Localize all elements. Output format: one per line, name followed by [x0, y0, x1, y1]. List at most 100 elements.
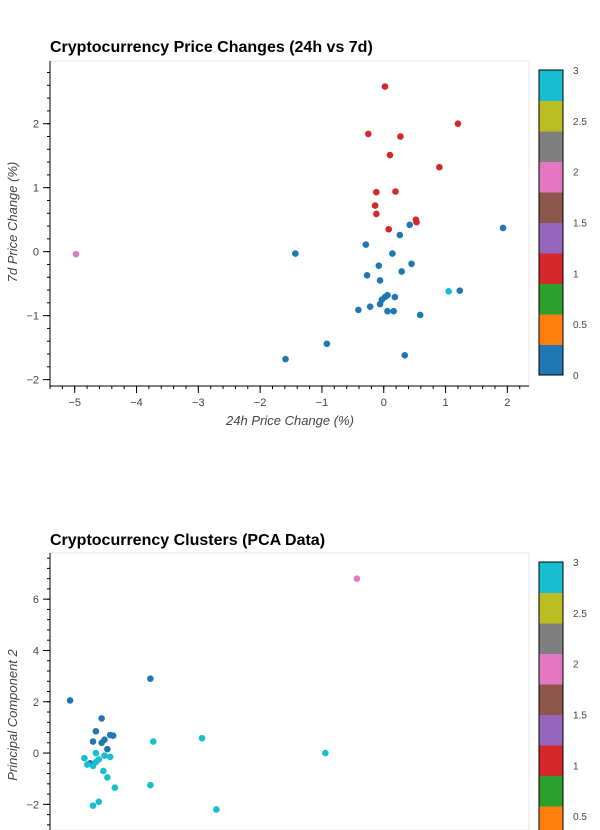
data-point — [391, 293, 399, 301]
chart-1-colorbar: 0 0.5 1 1.5 2 2.5 3 — [538, 66, 587, 382]
colorbar-segment — [539, 684, 563, 715]
plot-frame — [49, 552, 530, 830]
chart-2-title: Cryptocurrency Clusters (PCA Data) — [50, 532, 325, 549]
data-point — [92, 727, 100, 735]
data-point — [386, 151, 394, 159]
chart-2-colorbar: 0.5 1 1.5 2 2.5 3 — [538, 558, 587, 830]
colorbar-segment — [539, 314, 563, 345]
data-point — [375, 262, 383, 270]
colorbar-tick-label: 2.5 — [573, 117, 587, 128]
colorbar-tick-label: 2 — [573, 168, 579, 179]
chart-2-y-axis-label: Principal Component 2 — [5, 648, 20, 780]
data-point — [456, 287, 464, 294]
data-point — [111, 784, 119, 791]
plot-frame — [49, 60, 530, 387]
colorbar-tick-label: 1.5 — [573, 219, 587, 230]
data-point — [445, 288, 452, 295]
data-point — [436, 163, 443, 171]
x-tick-label: −4 — [130, 397, 143, 409]
chart-1-title: Cryptocurrency Price Changes (24h vs 7d) — [50, 39, 373, 56]
colorbar-segment — [539, 592, 563, 624]
data-point — [381, 83, 389, 90]
x-tick-label: 1 — [442, 397, 448, 409]
data-point — [384, 291, 391, 299]
data-point — [454, 120, 462, 127]
data-point — [92, 758, 100, 766]
y-tick-label: −2 — [26, 375, 39, 387]
colorbar-segment — [539, 131, 563, 162]
colorbar-tick-label: 0 — [573, 371, 579, 382]
data-point — [355, 306, 362, 314]
data-point — [104, 745, 111, 753]
data-point — [198, 734, 206, 742]
colorbar-frame — [538, 561, 564, 830]
y-tick-label: 2 — [33, 119, 39, 131]
data-point — [390, 307, 397, 315]
x-tick-label: 2 — [504, 397, 510, 409]
colorbar-segment — [539, 253, 563, 284]
chart-1-x-axis-label: 24h Price Change (%) — [225, 413, 354, 428]
data-point — [362, 241, 370, 248]
data-point — [353, 575, 361, 582]
colorbar-tick-label: 1 — [573, 761, 579, 772]
colorbar-segment — [539, 192, 563, 223]
data-point — [323, 340, 331, 348]
colorbar-segment — [539, 222, 563, 254]
data-point — [147, 675, 154, 682]
data-point — [398, 268, 405, 275]
colorbar-tick-label: 2 — [573, 660, 579, 671]
data-point — [413, 218, 420, 226]
data-point — [72, 250, 80, 258]
x-tick-label: 0 — [381, 397, 387, 409]
data-point — [371, 202, 379, 209]
x-tick-label: −2 — [254, 397, 267, 409]
colorbar-tick-label: 0.5 — [573, 812, 587, 823]
data-point — [100, 767, 107, 775]
colorbar-segment — [539, 775, 563, 807]
x-tick-label: −5 — [68, 397, 81, 409]
data-point — [149, 738, 157, 745]
data-point — [89, 802, 97, 809]
data-point — [499, 224, 507, 232]
chart-1-y-axis-label: 7d Price Change (%) — [5, 162, 20, 283]
data-point — [397, 133, 404, 140]
data-point — [89, 738, 97, 745]
data-point — [376, 300, 384, 308]
chart-1-plot-area: −2 −1 0 1 2 −5 −4 −3 −2 −1 0 1 2 — [26, 60, 530, 409]
data-point — [92, 749, 100, 757]
data-point — [109, 732, 117, 739]
colorbar-segment — [539, 653, 563, 685]
colorbar-segment — [539, 344, 563, 376]
colorbar-tick-label: 1 — [573, 269, 579, 280]
data-point — [389, 250, 396, 257]
y-tick-label: −2 — [26, 799, 39, 811]
data-point — [106, 753, 114, 761]
data-point — [292, 250, 299, 257]
data-point — [322, 749, 329, 757]
y-tick-label: 1 — [33, 183, 39, 195]
data-point — [373, 188, 380, 196]
data-point — [385, 225, 392, 233]
colorbar-segment — [539, 283, 563, 315]
data-point — [81, 754, 88, 762]
data-point — [95, 798, 103, 806]
data-point — [401, 351, 409, 359]
data-point — [408, 260, 415, 268]
colorbar-segment — [539, 714, 563, 746]
colorbar-segment — [539, 161, 563, 193]
colorbar-segment — [539, 623, 563, 654]
data-point — [83, 761, 91, 768]
y-tick-label: −1 — [26, 311, 39, 323]
data-point — [213, 806, 220, 813]
data-point — [384, 307, 391, 315]
data-point — [376, 277, 384, 284]
colorbar-segment — [539, 745, 563, 776]
data-point — [98, 715, 105, 722]
data-point — [282, 355, 289, 363]
data-point — [365, 130, 372, 138]
data-point — [66, 697, 74, 704]
data-point — [101, 752, 108, 759]
colorbar-tick-label: 3 — [573, 558, 579, 569]
data-point — [366, 303, 374, 310]
